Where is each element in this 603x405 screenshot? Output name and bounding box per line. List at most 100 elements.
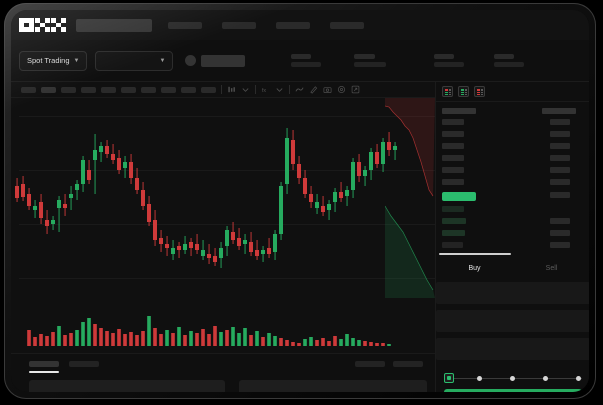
market-stat-0: [291, 54, 322, 67]
global-search-input[interactable]: [76, 18, 152, 32]
orderbook-ask-amount: [550, 179, 570, 185]
orderbook-ask-amount: [550, 155, 570, 161]
candlestick-series: [15, 128, 397, 268]
orderbook-and-trade-panel: Buy Sell: [435, 82, 589, 392]
bottom-tab-active-underline: [29, 371, 59, 373]
bids-only-icon[interactable]: [458, 86, 469, 97]
depth-chart-overlay: [385, 98, 435, 298]
orderbook-bid-row[interactable]: [442, 218, 466, 224]
interval-button-8[interactable]: [181, 86, 196, 93]
both-sides-icon[interactable]: [442, 86, 453, 97]
orderbook-last-price: [442, 192, 476, 201]
orderbook-ask-row[interactable]: [442, 131, 464, 137]
orderbook-bid-amount: [550, 242, 570, 248]
orderbook-ask-row[interactable]: [442, 119, 464, 125]
market-stat-2-value: [434, 62, 465, 67]
market-stat-3-value: [494, 62, 525, 67]
interval-button-5[interactable]: [121, 86, 136, 93]
orderbook-col-price: [442, 108, 476, 114]
nav-item-0[interactable]: [168, 21, 202, 29]
slider-step-75[interactable]: [543, 375, 548, 381]
indicators-icon[interactable]: fx: [261, 85, 270, 94]
interval-button-7[interactable]: [161, 86, 176, 93]
orderbook-ask-row[interactable]: [442, 143, 464, 149]
gridline: [19, 278, 435, 279]
interval-button-9[interactable]: [201, 86, 216, 93]
interval-button-2[interactable]: [61, 86, 76, 93]
app-screen: Spot Trading ▼ ▼: [11, 10, 589, 392]
orders-empty-panel-1: [239, 380, 427, 392]
top-navigation-bar: [11, 10, 589, 40]
orderbook-ask-row[interactable]: [442, 179, 464, 185]
orders-empty-panel-0: [29, 380, 225, 392]
slider-step-25[interactable]: [477, 375, 482, 381]
gridline: [19, 170, 435, 171]
chevron-down-icon: ▼: [159, 57, 166, 64]
settings-icon[interactable]: [337, 85, 346, 94]
nav-item-1[interactable]: [222, 21, 256, 29]
orderbook-header: [436, 82, 589, 102]
bottom-tab-1[interactable]: [69, 361, 99, 367]
chevron-down-icon[interactable]: [241, 85, 250, 94]
buy-tab-indicator: [439, 253, 511, 255]
interval-button-0[interactable]: [21, 86, 36, 93]
bottom-action-1[interactable]: [393, 361, 423, 367]
orderbook-bid-row[interactable]: [442, 230, 465, 236]
submit-buy-button[interactable]: [444, 389, 582, 392]
interval-button-4[interactable]: [101, 86, 116, 93]
buy-sell-tabs: Buy Sell: [436, 253, 589, 279]
orderbook-bid-row[interactable]: [442, 206, 464, 212]
tab-buy[interactable]: Buy: [468, 264, 481, 272]
orderbook-ask-amount: [550, 143, 570, 149]
price-chart[interactable]: [11, 98, 435, 353]
bottom-action-0[interactable]: [355, 361, 385, 367]
orderbook-bid-amount: [550, 192, 570, 198]
orderbook-ask-amount: [550, 131, 570, 137]
tab-sell[interactable]: Sell: [545, 264, 558, 272]
okx-logo-icon[interactable]: [19, 18, 66, 32]
market-stat-3: [494, 54, 525, 67]
slider-step-50[interactable]: [510, 375, 515, 381]
market-type-dropdown[interactable]: Spot Trading ▼: [19, 50, 88, 71]
coin-icon: [185, 55, 197, 66]
nav-item-2[interactable]: [276, 21, 310, 29]
toolbar-divider: [289, 85, 290, 94]
order-price-input[interactable]: [436, 282, 589, 304]
interval-button-1[interactable]: [41, 86, 56, 93]
gridline: [19, 116, 435, 117]
candle-type-icon[interactable]: [227, 85, 236, 94]
orders-panel: [11, 353, 435, 392]
volume-series: [27, 316, 391, 346]
pair-name-label: [201, 54, 246, 67]
market-stat-2-label: [434, 54, 455, 59]
orderbook-ask-amount: [550, 119, 570, 125]
market-stat-0-label: [291, 54, 312, 59]
slider-step-100[interactable]: [576, 375, 581, 381]
trading-pair-dropdown[interactable]: ▼: [95, 50, 174, 71]
nav-item-3[interactable]: [330, 21, 364, 29]
bottom-tab-0[interactable]: [29, 361, 59, 367]
pencil-icon[interactable]: [309, 85, 318, 94]
market-stat-2: [434, 54, 465, 67]
orderbook-bid-row[interactable]: [442, 242, 463, 248]
interval-button-3[interactable]: [81, 86, 96, 93]
fullscreen-icon[interactable]: [351, 85, 360, 94]
orderbook-ask-row[interactable]: [442, 155, 464, 161]
orderbook-ask-row[interactable]: [442, 167, 464, 173]
chevron-down-icon: ▼: [73, 57, 80, 64]
gridline: [19, 224, 435, 225]
slider-handle[interactable]: [444, 373, 454, 383]
market-stat-0-value: [291, 62, 322, 67]
interval-button-6[interactable]: [141, 86, 156, 93]
asks-only-icon[interactable]: [474, 86, 485, 97]
market-subheader: Spot Trading ▼ ▼: [11, 40, 589, 82]
order-total-input[interactable]: [436, 338, 589, 360]
order-amount-input[interactable]: [436, 310, 589, 332]
camera-icon[interactable]: [323, 85, 332, 94]
orderbook-bid-amount: [550, 230, 570, 236]
svg-text:fx: fx: [262, 88, 266, 94]
chevron-down-icon[interactable]: [275, 85, 284, 94]
line-tool-icon[interactable]: [295, 85, 304, 94]
amount-slider[interactable]: [444, 373, 582, 383]
